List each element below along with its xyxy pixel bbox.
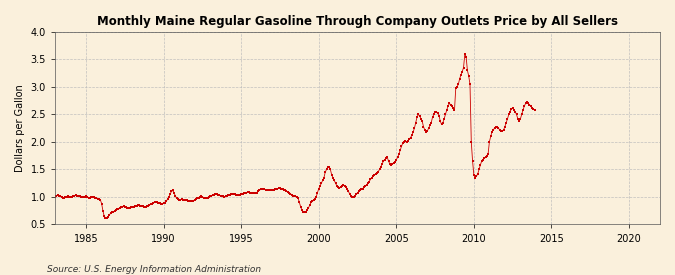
Text: Source: U.S. Energy Information Administration: Source: U.S. Energy Information Administ… bbox=[47, 265, 261, 274]
Title: Monthly Maine Regular Gasoline Through Company Outlets Price by All Sellers: Monthly Maine Regular Gasoline Through C… bbox=[97, 15, 618, 28]
Y-axis label: Dollars per Gallon: Dollars per Gallon bbox=[15, 84, 25, 172]
